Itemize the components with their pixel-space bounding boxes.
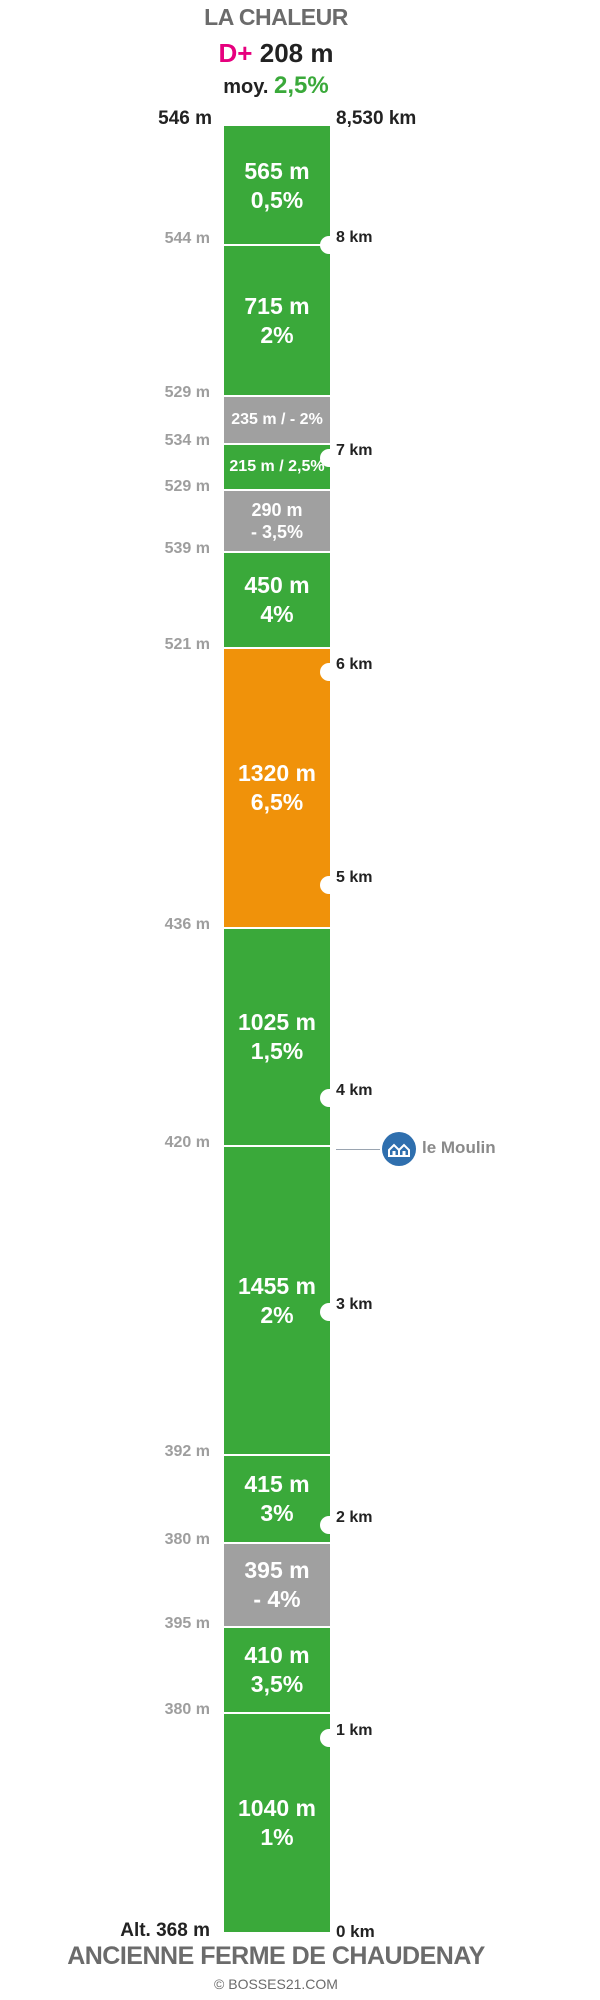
- segment-divider: [224, 244, 330, 246]
- segment-divider: [224, 395, 330, 397]
- altitude-label: 380 m: [164, 1701, 210, 1718]
- average-grade: moy. 2,5%: [0, 72, 552, 100]
- segment-length: 1025 m: [237, 1009, 316, 1036]
- segment-9: 1455 m 2%: [224, 1146, 330, 1455]
- km-notch: [320, 449, 332, 467]
- start-altitude: Alt. 368 m: [120, 1920, 210, 1941]
- segment-12: 410 m 3,5%: [224, 1627, 330, 1713]
- altitude-label: 420 m: [164, 1134, 210, 1151]
- segment-length: 715 m: [244, 292, 310, 319]
- segment-8: 1025 m 1,5%: [224, 928, 330, 1146]
- km-marker: 8 km: [336, 229, 373, 246]
- avg-value: 2,5%: [274, 72, 329, 99]
- altitude-label: 436 m: [164, 916, 210, 933]
- start-name: ANCIENNE FERME DE CHAUDENAY: [67, 1942, 485, 1970]
- km-notch: [320, 876, 332, 894]
- km-notch: [320, 1089, 332, 1107]
- segment-divider: [224, 1626, 330, 1628]
- altitude-label: 534 m: [164, 432, 210, 449]
- segment-2: 715 m 2%: [224, 245, 330, 396]
- dplus-prefix: D+: [218, 38, 253, 68]
- segment-divider: [224, 1454, 330, 1456]
- segment-10: 415 m 3%: [224, 1455, 330, 1543]
- km-marker: 1 km: [336, 1722, 373, 1739]
- km-notch: [320, 1303, 332, 1321]
- segment-grade: 1,5%: [250, 1038, 304, 1064]
- km-notch: [320, 663, 332, 681]
- top-altitude: 546 m: [158, 108, 212, 129]
- segment-grade: 3,5%: [250, 1671, 304, 1697]
- altitude-label: 529 m: [164, 478, 210, 495]
- segment-divider: [224, 551, 330, 553]
- dplus-value: 208 m: [259, 38, 334, 68]
- segment-length: 1040 m: [237, 1794, 316, 1821]
- segment-divider: [224, 647, 330, 649]
- km-marker: 4 km: [336, 1082, 373, 1099]
- elevation-gain: D+ 208 m: [0, 38, 552, 69]
- segment-divider: [224, 927, 330, 929]
- house-icon: [382, 1132, 416, 1166]
- segment-grade: 0,5%: [250, 186, 304, 213]
- km-marker: 5 km: [336, 869, 373, 886]
- top-distance: 8,530 km: [336, 108, 417, 129]
- km-marker: 6 km: [336, 656, 373, 673]
- segment-grade: 2%: [260, 1301, 294, 1328]
- altitude-label: 539 m: [164, 540, 210, 557]
- poi-connector: [336, 1149, 380, 1150]
- segment-13: 1040 m 1%: [224, 1713, 330, 1932]
- segment-3: 235 m / - 2%: [224, 396, 330, 444]
- km-notch: [320, 1516, 332, 1534]
- profile-bar: 565 m 0,5% 715 m 2% 235 m / - 2% 215 m / 2…: [224, 126, 332, 1932]
- segment-grade: 6,5%: [250, 789, 304, 815]
- climb-title: LA CHALEUR: [204, 4, 348, 30]
- segment-11: 395 m- 4%: [224, 1543, 330, 1627]
- segment-grade: 2%: [260, 321, 294, 348]
- start-distance: 0 km: [336, 1922, 375, 1941]
- segment-4: 215 m / 2,5%: [224, 444, 330, 490]
- altitude-label: 380 m: [164, 1531, 210, 1548]
- segment-divider: [224, 489, 330, 491]
- km-marker: 7 km: [336, 442, 373, 459]
- avg-prefix: moy.: [223, 76, 269, 98]
- segment-5: 290 m- 3,5%: [224, 490, 330, 552]
- segment-divider: [224, 1712, 330, 1714]
- segment-grade: - 4%: [253, 1586, 301, 1612]
- segment-length: 565 m: [244, 157, 310, 184]
- segment-length: 450 m: [244, 572, 310, 599]
- altitude-label: 395 m: [164, 1615, 210, 1632]
- segment-divider: [224, 443, 330, 445]
- poi-label: le Moulin: [422, 1138, 496, 1157]
- segment-grade: 4%: [260, 601, 294, 627]
- segment-1: 565 m 0,5%: [224, 126, 330, 245]
- segment-7: 1320 m 6,5%: [224, 648, 330, 928]
- segment-6: 450 m 4%: [224, 552, 330, 648]
- segment-length: 290 m: [251, 499, 303, 520]
- segment-length: 215 m / 2,5%: [229, 458, 325, 475]
- km-notch: [320, 236, 332, 254]
- segment-divider: [224, 1145, 330, 1147]
- segment-grade: 3%: [260, 1500, 294, 1526]
- segment-length: 1455 m: [237, 1272, 316, 1299]
- km-marker: 2 km: [336, 1509, 373, 1526]
- segment-divider: [224, 1542, 330, 1544]
- credit: © BOSSES21.COM: [214, 1976, 338, 1992]
- altitude-label: 521 m: [164, 636, 210, 653]
- altitude-label: 529 m: [164, 384, 210, 401]
- segment-grade: - 3,5%: [250, 522, 304, 542]
- segment-grade: 1%: [260, 1823, 294, 1850]
- altitude-label: 544 m: [164, 230, 210, 247]
- segment-length: 395 m: [244, 1557, 310, 1584]
- segment-length: 235 m / - 2%: [231, 411, 323, 428]
- km-notch: [320, 1729, 332, 1747]
- segment-length: 410 m: [244, 1642, 310, 1669]
- segment-length: 1320 m: [237, 760, 316, 787]
- altitude-label: 392 m: [164, 1443, 210, 1460]
- segment-length: 415 m: [244, 1471, 310, 1498]
- km-marker: 3 km: [336, 1296, 373, 1313]
